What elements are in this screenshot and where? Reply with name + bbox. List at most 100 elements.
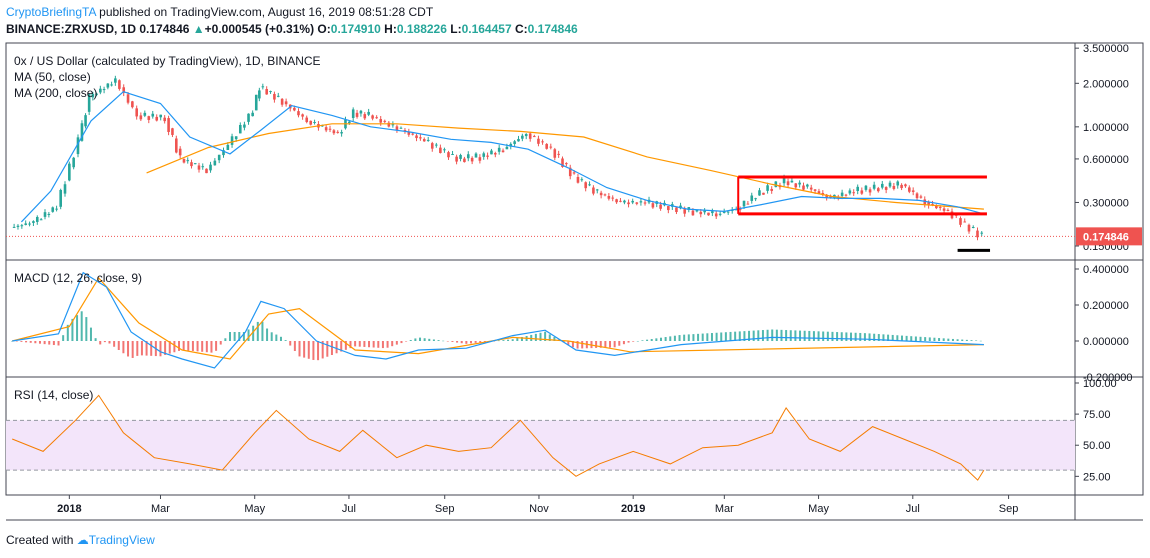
macd-tick-label: 0.400000 (1083, 264, 1129, 276)
publisher-link[interactable]: CryptoBriefingTA (6, 5, 96, 19)
candle-body (348, 121, 351, 124)
macd-histogram-bar (270, 332, 273, 341)
candle-body (746, 203, 750, 205)
macd-histogram-bar (905, 335, 908, 341)
candle-body (419, 137, 422, 139)
candle-body (55, 208, 58, 210)
candle-body (226, 144, 230, 151)
macd-histogram-bar (368, 341, 371, 348)
candle-body (848, 190, 852, 194)
candle-body (971, 227, 975, 229)
candle-body (261, 86, 265, 88)
candle-body (332, 130, 336, 134)
candle-body (651, 203, 655, 208)
candle-body (455, 156, 458, 162)
macd-histogram-bar (11, 341, 14, 342)
candle-body (501, 150, 505, 153)
macd-histogram-bar (910, 336, 913, 341)
candle-body (114, 78, 117, 83)
candle-body (151, 113, 155, 117)
macd-histogram-bar (697, 333, 700, 341)
macd-histogram-bar (544, 331, 547, 341)
candle-body (135, 108, 138, 117)
macd-histogram-bar (836, 332, 839, 341)
candle-body (328, 128, 332, 130)
candle-body (726, 211, 730, 213)
close-value: 0.174846 (527, 22, 578, 36)
ma200-line (146, 123, 984, 210)
macd-histogram-bar (724, 332, 727, 341)
macd-histogram-bar (831, 331, 834, 341)
low-value: 0.164457 (461, 22, 512, 36)
macd-histogram-bar (363, 341, 366, 347)
macd-histogram-bar (650, 339, 653, 341)
macd-histogram-bar (947, 338, 950, 341)
candle-body (592, 187, 595, 194)
price-tick-label: 1.000000 (1083, 122, 1129, 134)
candle-body (549, 146, 553, 148)
candle-body (505, 146, 509, 150)
candle-body (868, 189, 872, 193)
macd-histogram-bar (442, 340, 445, 342)
macd-line (12, 271, 984, 369)
candle-body (490, 150, 493, 155)
macd-histogram-bar (85, 317, 88, 341)
macd-histogram-bar (173, 341, 176, 353)
macd-tick-label: -0.200000 (1083, 372, 1133, 384)
tradingview-brand[interactable]: TradingView (88, 533, 155, 547)
candle-body (517, 138, 520, 142)
macd-histogram-bar (914, 336, 917, 341)
published-text: published on TradingView.com, August 16,… (95, 5, 434, 19)
candle-body (238, 124, 242, 134)
macd-histogram-bar (655, 338, 658, 341)
candle-body (51, 207, 55, 212)
candle-body (247, 113, 250, 122)
macd-histogram-bar (330, 341, 333, 356)
candle-body (486, 155, 489, 157)
macd-histogram-bar (729, 331, 732, 341)
macd-histogram-bar (145, 341, 148, 356)
macd-histogram-bar (924, 337, 927, 341)
candle-body (371, 115, 374, 119)
candle-body (557, 153, 560, 155)
candle-body (254, 94, 258, 111)
macd-histogram-bar (882, 334, 885, 341)
candle-body (742, 200, 746, 207)
macd-histogram-bar (168, 341, 171, 354)
macd-histogram-bar (108, 341, 111, 344)
macd-histogram-bar (938, 338, 941, 341)
macd-histogram-bar (826, 331, 829, 341)
up-arrow-icon: ▲ (192, 22, 205, 36)
macd-histogram-bar (349, 341, 352, 349)
high-label: H: (384, 22, 397, 36)
created-with-text: Created with (6, 533, 74, 547)
candle-body (190, 162, 193, 167)
macd-histogram-bar (553, 337, 556, 341)
candle-body (631, 200, 634, 203)
candle-body (102, 89, 106, 91)
candle-body (963, 221, 967, 223)
publish-line: CryptoBriefingTA published on TradingVie… (6, 5, 433, 19)
macd-histogram-bar (80, 311, 83, 341)
macd-histogram-bar (238, 332, 241, 341)
time-tick-label: Mar (715, 503, 734, 515)
macd-histogram-bar (734, 331, 737, 341)
candle-body (178, 148, 182, 156)
candle-body (293, 107, 296, 111)
macd-histogram-bar (664, 337, 667, 341)
candle-body (915, 193, 919, 199)
candle-body (806, 184, 809, 187)
candle-body (182, 158, 186, 163)
macd-histogram-bar (743, 331, 746, 341)
rsi-tick-label: 25.00 (1083, 471, 1111, 483)
candle-body (860, 190, 864, 194)
candle-body (447, 152, 450, 158)
macd-histogram-bar (548, 334, 551, 341)
candle-body (695, 210, 699, 212)
candle-body (147, 116, 151, 120)
macd-histogram-bar (252, 325, 255, 341)
macd-histogram-bar (312, 341, 315, 360)
candle-body (524, 134, 528, 137)
macd-histogram-bar (43, 341, 46, 345)
